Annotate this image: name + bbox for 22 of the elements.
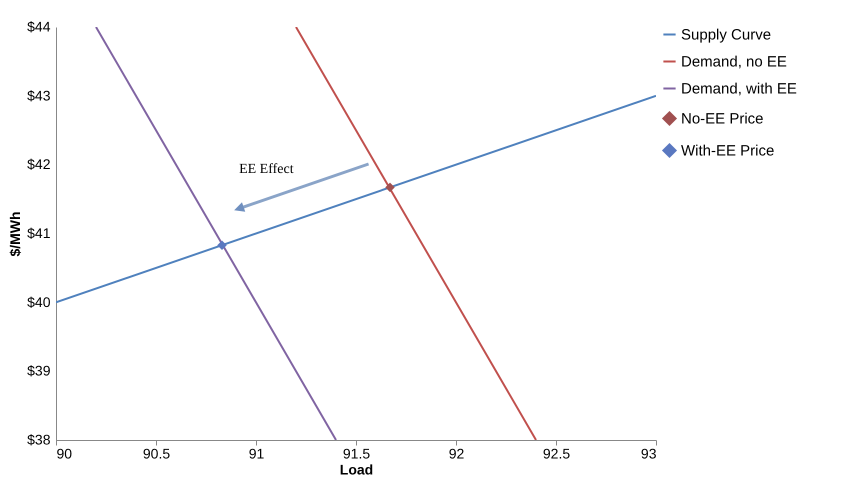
x-tick-label: 90 bbox=[56, 446, 72, 462]
x-tick-label: 91.5 bbox=[342, 446, 370, 462]
y-tick-label: $43 bbox=[27, 87, 51, 104]
x-tick-label: 92 bbox=[448, 446, 464, 462]
y-tick-label: $40 bbox=[27, 294, 51, 310]
y-tick-label: $39 bbox=[27, 362, 51, 379]
y-tick-label: $42 bbox=[27, 156, 51, 172]
y-tick-label: $41 bbox=[27, 225, 51, 241]
x-tick-label: 90.5 bbox=[142, 446, 170, 462]
x-tick-label: 92.5 bbox=[542, 446, 570, 462]
x-tick-label: 91 bbox=[248, 446, 264, 462]
y-axis-title: $/MWh bbox=[7, 211, 24, 257]
legend-label: Demand, with EE bbox=[681, 80, 797, 98]
x-axis-title: Load bbox=[340, 462, 374, 478]
legend-label: Demand, no EE bbox=[681, 54, 787, 70]
legend-label: With-EE Price bbox=[681, 142, 774, 160]
y-tick-label: $44 bbox=[27, 18, 51, 34]
annotation: EE Effect bbox=[239, 162, 294, 178]
y-tick-label: $38 bbox=[27, 432, 51, 448]
legend-label: Supply Curve bbox=[681, 26, 772, 44]
legend-label: No-EE Price bbox=[681, 110, 764, 128]
x-tick-label: 93 bbox=[640, 446, 657, 462]
